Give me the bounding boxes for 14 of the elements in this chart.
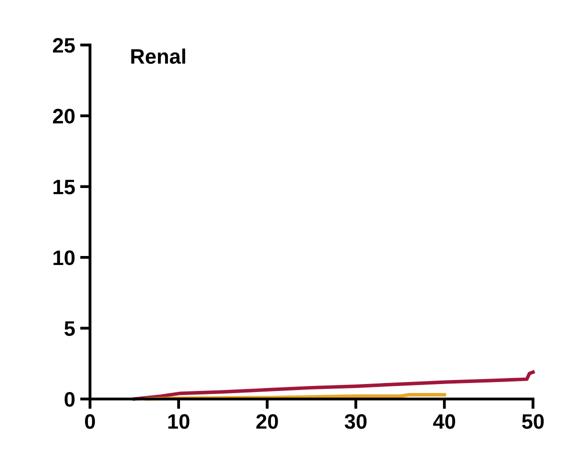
x-tick-label: 20 [256, 414, 278, 429]
line-series [132, 370, 535, 401]
x-tick-label: 50 [522, 414, 544, 429]
x-tick-label: 0 [85, 414, 95, 429]
x-tick-label: 40 [433, 414, 456, 429]
y-tick-label: 10 [54, 250, 75, 266]
y-tick-label: 15 [54, 180, 75, 194]
y-tick-label: 0 [64, 392, 75, 407]
chart-title: Renal [131, 48, 186, 64]
y-tick-label: 25 [52, 38, 75, 53]
x-tick-label: 30 [344, 414, 367, 429]
y-tick-label: 5 [64, 321, 75, 336]
y-tick-label: 20 [52, 108, 75, 124]
x-tick-label: 10 [168, 414, 190, 429]
